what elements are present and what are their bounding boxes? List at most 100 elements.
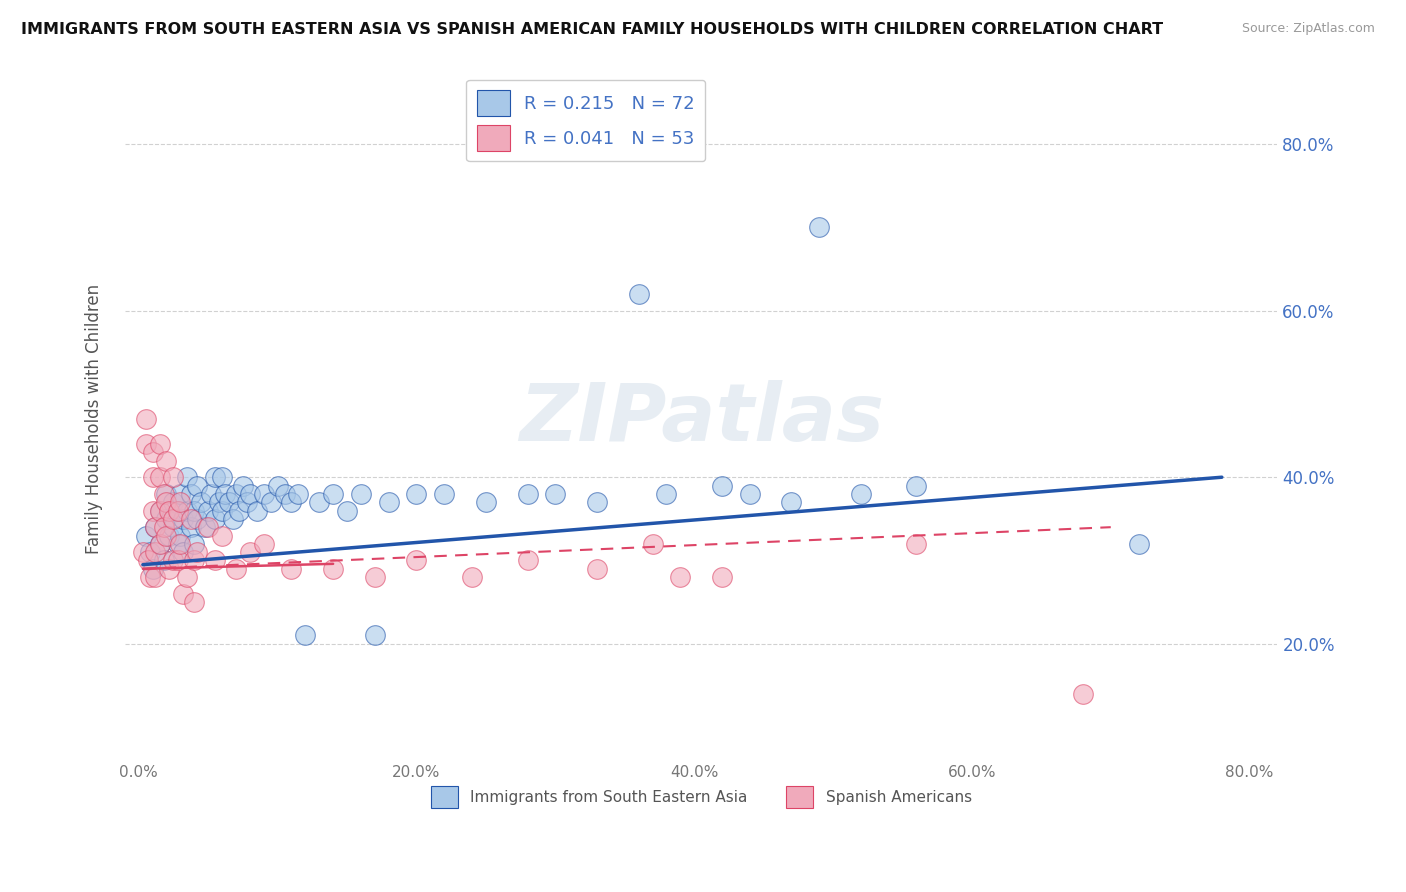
Point — [228, 503, 250, 517]
Point — [204, 470, 226, 484]
Point — [132, 545, 155, 559]
Point — [405, 487, 427, 501]
Point — [148, 537, 170, 551]
Point — [475, 495, 498, 509]
Point — [157, 528, 180, 542]
Point — [155, 512, 177, 526]
Point — [211, 470, 233, 484]
Point — [710, 570, 733, 584]
Point — [190, 495, 212, 509]
Point — [155, 487, 177, 501]
Point — [641, 537, 664, 551]
Point — [322, 487, 344, 501]
Point — [176, 470, 198, 484]
Point — [162, 512, 184, 526]
Point — [145, 570, 167, 584]
Point — [155, 453, 177, 467]
Point — [232, 478, 254, 492]
Point — [308, 495, 330, 509]
Point — [186, 478, 208, 492]
Point — [197, 503, 219, 517]
Point — [214, 487, 236, 501]
Point — [218, 495, 240, 509]
Point — [405, 553, 427, 567]
Point — [364, 570, 387, 584]
Point — [162, 495, 184, 509]
Point — [516, 487, 538, 501]
Point — [1128, 537, 1150, 551]
Point — [287, 487, 309, 501]
Point — [586, 562, 609, 576]
Point — [172, 512, 194, 526]
Point — [273, 487, 295, 501]
Point — [246, 503, 269, 517]
Point — [176, 503, 198, 517]
Point — [139, 545, 162, 559]
Legend: Immigrants from South Eastern Asia, Spanish Americans: Immigrants from South Eastern Asia, Span… — [425, 780, 977, 814]
Point — [239, 487, 262, 501]
Point — [152, 553, 174, 567]
Point — [169, 537, 191, 551]
Point — [849, 487, 872, 501]
Point — [627, 287, 650, 301]
Point — [266, 478, 288, 492]
Point — [172, 545, 194, 559]
Point — [142, 470, 165, 484]
Point — [710, 478, 733, 492]
Point — [135, 412, 157, 426]
Point — [1071, 687, 1094, 701]
Point — [294, 628, 316, 642]
Point — [162, 520, 184, 534]
Point — [211, 528, 233, 542]
Point — [172, 587, 194, 601]
Point — [166, 537, 188, 551]
Point — [135, 437, 157, 451]
Point — [166, 553, 188, 567]
Point — [180, 512, 202, 526]
Text: ZIPatlas: ZIPatlas — [519, 380, 883, 458]
Point — [211, 503, 233, 517]
Point — [148, 503, 170, 517]
Point — [162, 553, 184, 567]
Text: Source: ZipAtlas.com: Source: ZipAtlas.com — [1241, 22, 1375, 36]
Point — [905, 537, 928, 551]
Point — [808, 220, 831, 235]
Point — [180, 487, 202, 501]
Point — [336, 503, 359, 517]
Point — [186, 545, 208, 559]
Point — [155, 528, 177, 542]
Point — [197, 520, 219, 534]
Point — [544, 487, 567, 501]
Point — [905, 478, 928, 492]
Point — [169, 528, 191, 542]
Point — [152, 520, 174, 534]
Point — [253, 537, 276, 551]
Point — [516, 553, 538, 567]
Point — [148, 537, 170, 551]
Point — [280, 562, 302, 576]
Point — [166, 503, 188, 517]
Point — [239, 545, 262, 559]
Point — [176, 570, 198, 584]
Point — [738, 487, 761, 501]
Point — [780, 495, 803, 509]
Point — [322, 562, 344, 576]
Point — [183, 595, 205, 609]
Point — [139, 570, 162, 584]
Point — [180, 520, 202, 534]
Point — [655, 487, 678, 501]
Point — [138, 553, 160, 567]
Point — [225, 487, 247, 501]
Point — [145, 545, 167, 559]
Point — [204, 512, 226, 526]
Point — [157, 503, 180, 517]
Point — [135, 528, 157, 542]
Point — [669, 570, 692, 584]
Point — [236, 495, 259, 509]
Point — [148, 437, 170, 451]
Point — [148, 503, 170, 517]
Point — [200, 487, 222, 501]
Point — [208, 495, 231, 509]
Point — [259, 495, 281, 509]
Point — [148, 470, 170, 484]
